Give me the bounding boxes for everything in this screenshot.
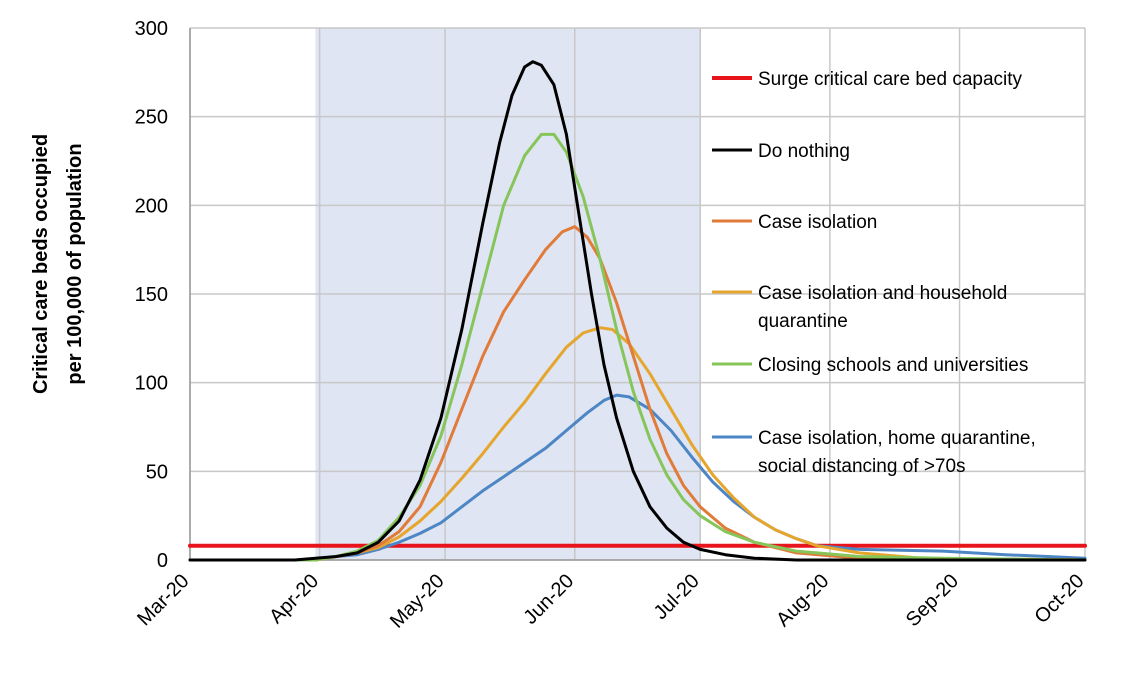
x-tick-label-0: Mar-20 [133, 570, 193, 630]
x-tick-label-6: Sep-20 [902, 570, 963, 631]
series-line-2 [188, 225, 1087, 562]
y-tick-label-6: 300 [135, 18, 168, 40]
y-axis-title-line-0: Critical care beds occupied [30, 134, 52, 394]
legend-layer: Surge critical care bed capacity Do nothi… [712, 69, 1036, 477]
x-tick-label-4: Jul-20 [650, 570, 704, 624]
legend-label-0-0: Surge critical care bed capacity [758, 69, 1023, 90]
legend-label-4-0: Closing schools and universities [758, 355, 1028, 376]
x-tick-label-7: Oct-20 [1031, 570, 1089, 628]
legend-label-5-1: social distancing of >70s [758, 456, 966, 477]
legend-label-5-0: Case isolation, home quarantine, [758, 428, 1036, 449]
series-line-3 [188, 326, 1087, 562]
legend-label-3-0: Case isolation and household [758, 283, 1007, 304]
y-tick-label-3: 150 [135, 284, 168, 306]
x-tick-label-5: Aug-20 [772, 570, 833, 631]
x-tick-label-3: Jun-20 [520, 570, 579, 629]
legend-label-2-0: Case isolation [758, 212, 877, 233]
series-layer [188, 60, 1087, 562]
series-line-1 [188, 60, 1087, 562]
series-line-4 [188, 132, 1087, 562]
y-tick-label-1: 50 [146, 461, 168, 483]
y-tick-label-0: 0 [157, 550, 168, 572]
y-tick-label-5: 250 [135, 107, 168, 129]
x-tick-label-1: Apr-20 [265, 570, 323, 628]
y-tick-label-2: 100 [135, 373, 168, 395]
y-axis-title-line-1: per 100,000 of population [64, 143, 86, 384]
legend-label-3-1: quarantine [758, 311, 848, 332]
x-tick-label-2: May-20 [386, 570, 449, 633]
y-tick-label-4: 200 [135, 195, 168, 217]
legend-label-1-0: Do nothing [758, 141, 850, 162]
